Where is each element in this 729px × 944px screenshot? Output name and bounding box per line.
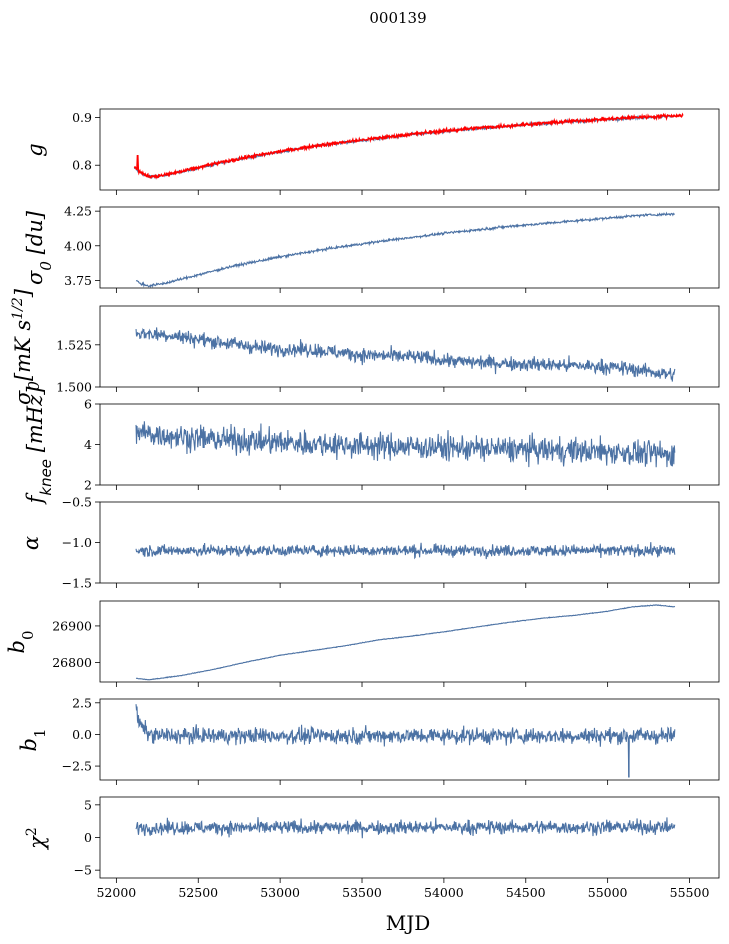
y-tick-label-4-3: 6 [84, 397, 92, 412]
y-axis-label-1: g [23, 143, 47, 156]
y-tick-label-7-1: −2.5 [62, 759, 92, 774]
svg-text:g: g [23, 143, 47, 156]
x-tick-label-1: 52000 [96, 885, 136, 900]
series-line-5-1 [135, 542, 676, 560]
y-tick-label-4-2: 4 [84, 437, 92, 452]
x-axis-label: MJD [386, 911, 431, 935]
axes-frame-7 [99, 698, 720, 781]
axes-frame-1 [99, 108, 720, 191]
y-tick-label-7-2: 0.0 [72, 727, 92, 742]
y-tick-label-8-3: 5 [84, 797, 92, 812]
x-tick-label-5: 54000 [424, 885, 464, 900]
y-tick-label-4-1: 2 [84, 478, 92, 493]
panel-5: −1.5 −1.0 −0.5 α [19, 495, 720, 591]
series-line-3-1 [135, 327, 676, 382]
x-tick-label-2: 52500 [178, 885, 218, 900]
y-tick-label-2-1: 3.75 [64, 273, 92, 288]
axes-frame-6 [99, 600, 720, 683]
series-line-1-2 [133, 112, 684, 180]
x-tick-label-3: 53000 [260, 885, 300, 900]
y-tick-label-3-2: 1.525 [56, 337, 92, 352]
svg-text:fknee [mHz]: fknee [mHz] [23, 386, 55, 506]
y-tick-label-5-3: −0.5 [62, 495, 92, 510]
series-line-4-1 [135, 421, 676, 468]
svg-text:α: α [19, 536, 43, 550]
y-axis-label-6: b0 [5, 631, 37, 654]
figure-title: 000139 [369, 9, 426, 27]
svg-text:b0: b0 [5, 631, 37, 654]
y-tick-label-6-1: 26800 [52, 655, 92, 670]
x-tick-label-7: 55000 [588, 885, 628, 900]
panels-group: 0.8 0.9 g 3.75 4.00 4.25 σ0 [du] 1.500 1.525 σ0[m… [5, 108, 720, 900]
y-axis-label-7: b1 [17, 729, 49, 752]
x-tick-label-4: 53500 [342, 885, 382, 900]
axes-frame-5 [99, 501, 720, 584]
y-tick-label-3-1: 1.500 [56, 380, 92, 395]
svg-text:σ0 [du]: σ0 [du] [23, 210, 55, 285]
y-tick-label-8-2: 0 [84, 830, 92, 845]
axes-frame-3 [99, 305, 720, 388]
svg-text:b1: b1 [17, 729, 49, 752]
y-axis-label-3: σ0[mK s1/2] [10, 288, 43, 405]
y-tick-label-7-3: 2.5 [72, 695, 92, 710]
y-tick-label-6-2: 26900 [52, 618, 92, 633]
panel-7: −2.5 0.0 2.5 b1 [17, 695, 720, 785]
x-tick-label-6: 54500 [506, 885, 546, 900]
svg-text:σ0[mK s1/2]: σ0[mK s1/2] [10, 288, 43, 405]
y-tick-label-2-2: 4.00 [64, 238, 92, 253]
y-tick-label-2-3: 4.25 [64, 204, 92, 219]
panel-3: 1.500 1.525 σ0[mK s1/2] [10, 288, 720, 405]
panel-6: 26800 26900 b0 [5, 600, 720, 687]
y-axis-label-4: fknee [mHz] [23, 386, 55, 506]
panel-4: 2 4 6 fknee [mHz] [23, 386, 720, 506]
y-tick-label-8-1: −5 [74, 863, 92, 878]
panel-2: 3.75 4.00 4.25 σ0 [du] [23, 204, 720, 293]
svg-text:χ2: χ2 [24, 827, 49, 851]
y-axis-label-2: σ0 [du] [23, 210, 55, 285]
y-axis-label-5: α [19, 536, 43, 550]
y-axis-label-8: χ2 [24, 827, 49, 851]
series-line-7-1 [135, 704, 676, 778]
axes-frame-2 [99, 206, 720, 289]
y-tick-label-1-2: 0.9 [72, 110, 92, 125]
y-tick-label-5-1: −1.5 [62, 576, 92, 591]
axes-frame-8 [99, 796, 720, 879]
series-line-8-1 [135, 817, 676, 839]
panel-8: −5 0 5 52000 52500 53000 53500 54000 54500 55000 5… [24, 796, 720, 900]
series-line-6-1 [135, 604, 676, 681]
y-tick-label-5-2: −1.0 [62, 535, 92, 550]
panel-1: 0.8 0.9 g [23, 108, 720, 195]
y-tick-label-1-1: 0.8 [72, 158, 92, 173]
series-line-2-1 [135, 211, 676, 288]
series-line-1-1 [133, 114, 674, 180]
x-tick-label-8: 55500 [670, 885, 710, 900]
